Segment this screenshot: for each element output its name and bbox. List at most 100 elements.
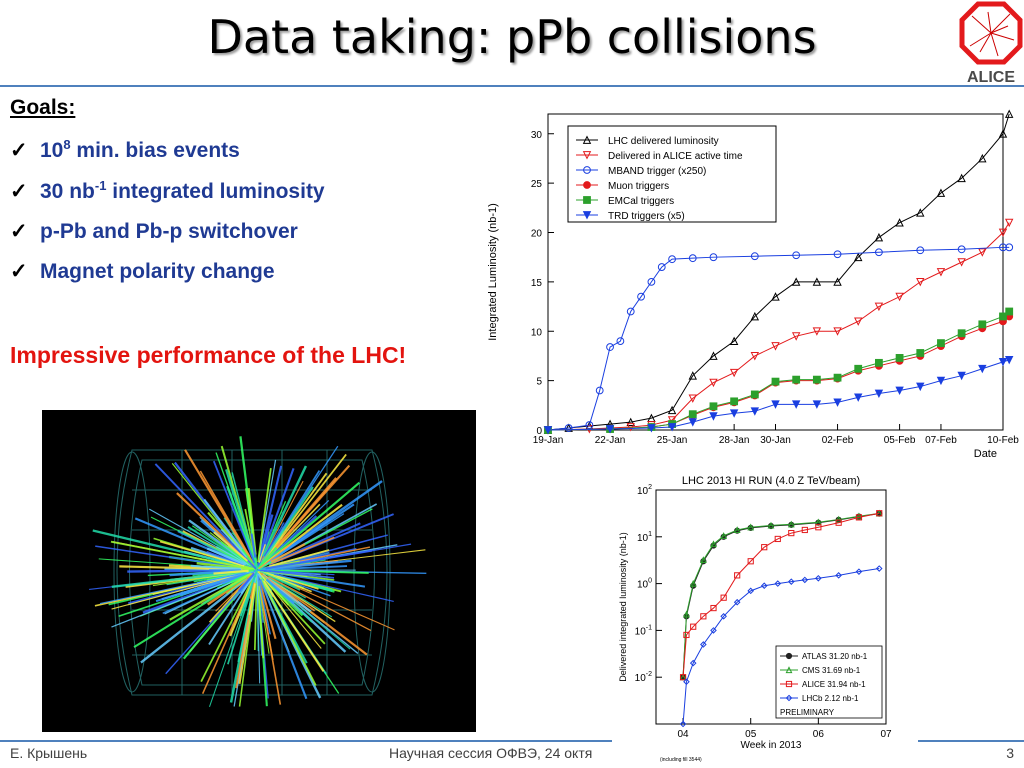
data-point — [957, 258, 966, 267]
data-point — [791, 400, 801, 409]
footer-author: Е. Крышень — [10, 745, 88, 761]
data-point — [771, 400, 780, 409]
goal-text: 30 nb — [40, 180, 95, 203]
particle-track — [261, 519, 331, 567]
data-point — [854, 364, 863, 373]
legend-box — [567, 125, 777, 223]
legend: ATLAS 31.20 nb-1 CMS 31.69 nb-1 ALICE 31.9… — [775, 645, 883, 719]
data-point — [833, 250, 842, 259]
data-point — [835, 519, 842, 526]
x-tick-label: 06 — [813, 729, 825, 740]
data-point — [801, 526, 808, 534]
data-point — [683, 610, 690, 618]
particle-track — [253, 571, 258, 651]
slide-title: Data taking: pPb collisions — [207, 10, 817, 64]
data-point — [895, 218, 904, 227]
data-point — [785, 666, 793, 674]
series-line — [682, 568, 880, 725]
goal-sup: 8 — [63, 137, 71, 152]
particle-track — [262, 580, 325, 672]
y-tick-label: 5 — [536, 377, 542, 388]
particle-track — [110, 540, 253, 570]
data-point — [582, 151, 592, 160]
particle-track — [227, 578, 256, 665]
particle-track — [269, 570, 335, 576]
goal-text: 10 — [40, 139, 64, 162]
data-point — [734, 572, 741, 579]
data-point — [835, 515, 843, 523]
data-point — [855, 512, 863, 520]
data-point — [733, 526, 741, 534]
legend-label: TRD triggers (x5) — [608, 211, 685, 222]
data-point — [767, 521, 775, 529]
x-axis-label: Week in 2013 — [741, 740, 802, 751]
data-point — [683, 678, 690, 686]
particle-track — [257, 571, 322, 649]
legend-label: ATLAS 31.20 nb-1 — [802, 652, 868, 661]
data-point — [729, 336, 739, 346]
data-point — [720, 613, 727, 620]
data-point — [747, 558, 754, 565]
data-point — [936, 268, 946, 277]
data-point — [668, 255, 676, 264]
data-point — [815, 524, 822, 531]
x-tick-label: 07-Feb — [925, 435, 957, 446]
data-point — [679, 674, 687, 681]
particle-track — [171, 463, 256, 568]
particle-track — [261, 465, 308, 557]
data-point — [605, 425, 615, 434]
particle-track — [150, 516, 250, 567]
particle-track — [221, 569, 256, 585]
x-axis-label: Date — [974, 448, 997, 460]
particle-track — [265, 549, 373, 570]
data-point — [683, 631, 690, 639]
data-point — [689, 659, 697, 667]
particle-track — [274, 565, 348, 571]
data-point — [916, 349, 925, 357]
x-tick-label: 05-Feb — [884, 435, 916, 446]
data-point — [710, 604, 717, 612]
data-point — [895, 386, 904, 396]
series — [679, 565, 883, 728]
y-axis-label: Integrated Luminosity (nb-1) — [487, 203, 499, 341]
data-point — [875, 358, 883, 367]
data-point — [667, 423, 677, 432]
data-point — [709, 378, 718, 388]
particle-track — [238, 570, 258, 707]
data-point — [771, 377, 780, 386]
particle-track — [220, 528, 248, 558]
particle-track — [258, 580, 277, 640]
data-point — [833, 277, 842, 286]
particle-track — [215, 452, 253, 556]
data-point — [812, 327, 822, 336]
particle-track — [270, 543, 306, 563]
data-point — [688, 418, 697, 427]
particle-track — [256, 572, 271, 635]
legend-label: MBAND trigger (x250) — [608, 166, 706, 177]
data-point — [585, 421, 594, 429]
particle-track — [265, 571, 319, 590]
particle-track — [256, 580, 265, 659]
data-point — [957, 173, 966, 183]
highlight-text: Impressive performance of the LHC! — [10, 342, 407, 368]
data-point — [733, 598, 741, 606]
data-point — [582, 211, 592, 220]
goal-text-post: min. bias events — [70, 139, 240, 162]
data-point — [833, 373, 842, 382]
data-point — [647, 277, 656, 286]
data-point — [978, 248, 987, 257]
data-point — [667, 405, 677, 415]
data-point — [812, 277, 822, 286]
particle-track — [259, 570, 297, 588]
particle-track — [269, 571, 366, 588]
data-point — [699, 556, 707, 564]
y-tick-label: 10-1 — [635, 624, 652, 637]
data-point — [854, 393, 863, 402]
data-point — [978, 364, 987, 374]
data-point — [999, 243, 1007, 252]
data-point — [812, 375, 821, 384]
data-point — [785, 694, 793, 702]
data-point — [583, 166, 591, 174]
data-point — [785, 652, 793, 660]
series — [543, 355, 1014, 435]
